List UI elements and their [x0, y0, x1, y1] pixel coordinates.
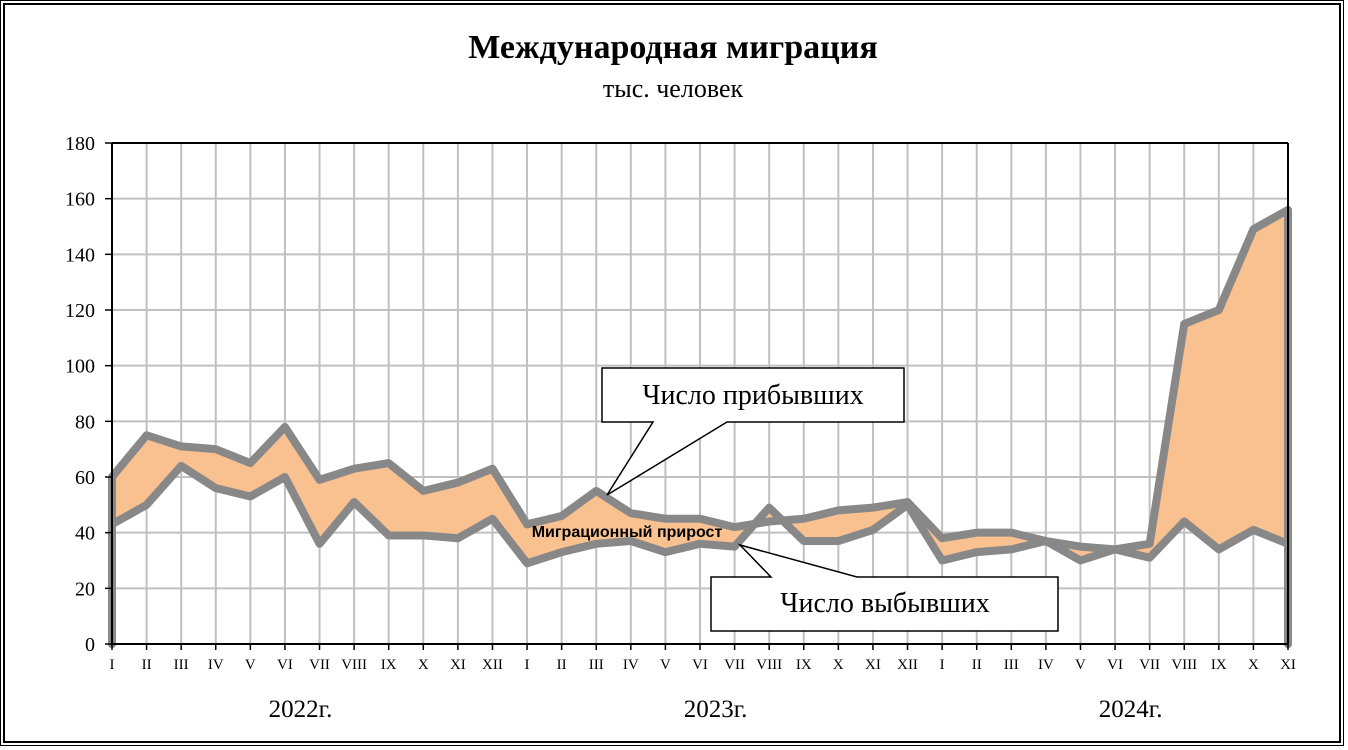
- x-tick-label: VIII: [1171, 657, 1197, 673]
- y-tick-label: 40: [75, 523, 95, 545]
- y-tick-label: 160: [65, 189, 95, 211]
- x-tick-label: IX: [1211, 657, 1227, 673]
- x-tick-label: XI: [865, 657, 881, 673]
- y-tick-label: 20: [75, 578, 95, 600]
- x-tick-label: IV: [623, 657, 639, 673]
- x-tick-labels: I II III IV V VI VII VIII IX X XI XII I II III IV V VI VII…: [110, 657, 1296, 673]
- year-label: 2022г.: [269, 696, 333, 723]
- y-tick-label: 80: [75, 411, 95, 433]
- x-tick-label: VII: [1139, 657, 1160, 673]
- series-line-departures: [108, 461, 1292, 648]
- y-tick-label: 0: [85, 634, 95, 656]
- y-tick-label: 120: [65, 300, 95, 322]
- callout-arrivals-pointer: [601, 367, 905, 496]
- x-tick-label: XI: [1280, 657, 1296, 673]
- x-tick-label: X: [418, 657, 429, 673]
- x-tick-label: III: [1004, 657, 1019, 673]
- y-tick-labels: 0 20 40 60 80 100 120 140 160 180: [65, 133, 95, 656]
- x-tick-label: IX: [381, 657, 397, 673]
- x-tick-label: X: [1248, 657, 1259, 673]
- year-label: 2024г.: [1099, 696, 1163, 723]
- x-tick-label: VII: [724, 657, 745, 673]
- year-label: 2023г.: [684, 696, 748, 723]
- x-tick-label: IV: [1038, 657, 1054, 673]
- x-tick-label: IV: [208, 657, 224, 673]
- x-tick-label: III: [589, 657, 604, 673]
- x-tick-label: V: [1075, 657, 1086, 673]
- x-tick-label: X: [833, 657, 844, 673]
- x-tick-label: V: [245, 657, 256, 673]
- chart-title: Международная миграция: [468, 29, 877, 66]
- y-tick-label: 100: [65, 356, 95, 378]
- x-tick-label: III: [174, 657, 189, 673]
- x-tick-label: XII: [897, 657, 918, 673]
- x-tick-label: II: [142, 657, 152, 673]
- callout-departures-label: Число выбывших: [780, 588, 989, 619]
- x-tick-label: XII: [482, 657, 503, 673]
- x-tick-label: XI: [450, 657, 466, 673]
- y-tick-label: 60: [75, 467, 95, 489]
- migration-growth-label: Миграционный прирост: [532, 524, 723, 541]
- callout-arrivals-label: Число прибывших: [642, 380, 863, 411]
- x-tick-label: I: [110, 657, 115, 673]
- x-tick-label: II: [972, 657, 982, 673]
- x-tick-label: II: [557, 657, 567, 673]
- x-tick-label: IX: [796, 657, 812, 673]
- x-tick-label: I: [940, 657, 945, 673]
- migration-growth-fill: [112, 209, 1288, 564]
- x-tick-label: VII: [309, 657, 330, 673]
- y-tick-label: 180: [65, 133, 95, 155]
- callout-arrivals: Число прибывших: [601, 367, 905, 496]
- y-tick-label: 140: [65, 244, 95, 266]
- x-tick-label: VI: [692, 657, 708, 673]
- x-tick-label: VI: [1107, 657, 1123, 673]
- x-tick-label: I: [525, 657, 530, 673]
- chart-subtitle: тыс. человек: [603, 74, 744, 103]
- axes: [105, 142, 1289, 650]
- x-tick-label: VIII: [341, 657, 367, 673]
- x-tick-label: VI: [277, 657, 293, 673]
- x-tick-label: VIII: [756, 657, 782, 673]
- series-lines: [108, 205, 1292, 648]
- migration-growth-area: [112, 209, 1288, 564]
- callout-departures-pointer: [710, 543, 1059, 632]
- callout-departures: Число выбывших: [710, 543, 1059, 632]
- x-tick-label: V: [660, 657, 671, 673]
- year-labels: 2022г. 2023г. 2024г.: [269, 696, 1163, 723]
